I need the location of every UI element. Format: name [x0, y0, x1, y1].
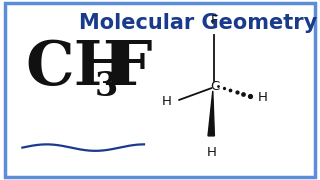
Text: H: H [206, 146, 216, 159]
Text: Molecular Geometry: Molecular Geometry [79, 13, 317, 33]
Text: H: H [258, 91, 268, 104]
Text: CH: CH [26, 38, 132, 98]
Text: 3: 3 [94, 70, 118, 103]
Text: H: H [161, 95, 171, 108]
Text: C: C [210, 80, 219, 93]
Text: F: F [211, 14, 218, 27]
Text: F: F [108, 38, 152, 98]
Polygon shape [208, 91, 214, 136]
